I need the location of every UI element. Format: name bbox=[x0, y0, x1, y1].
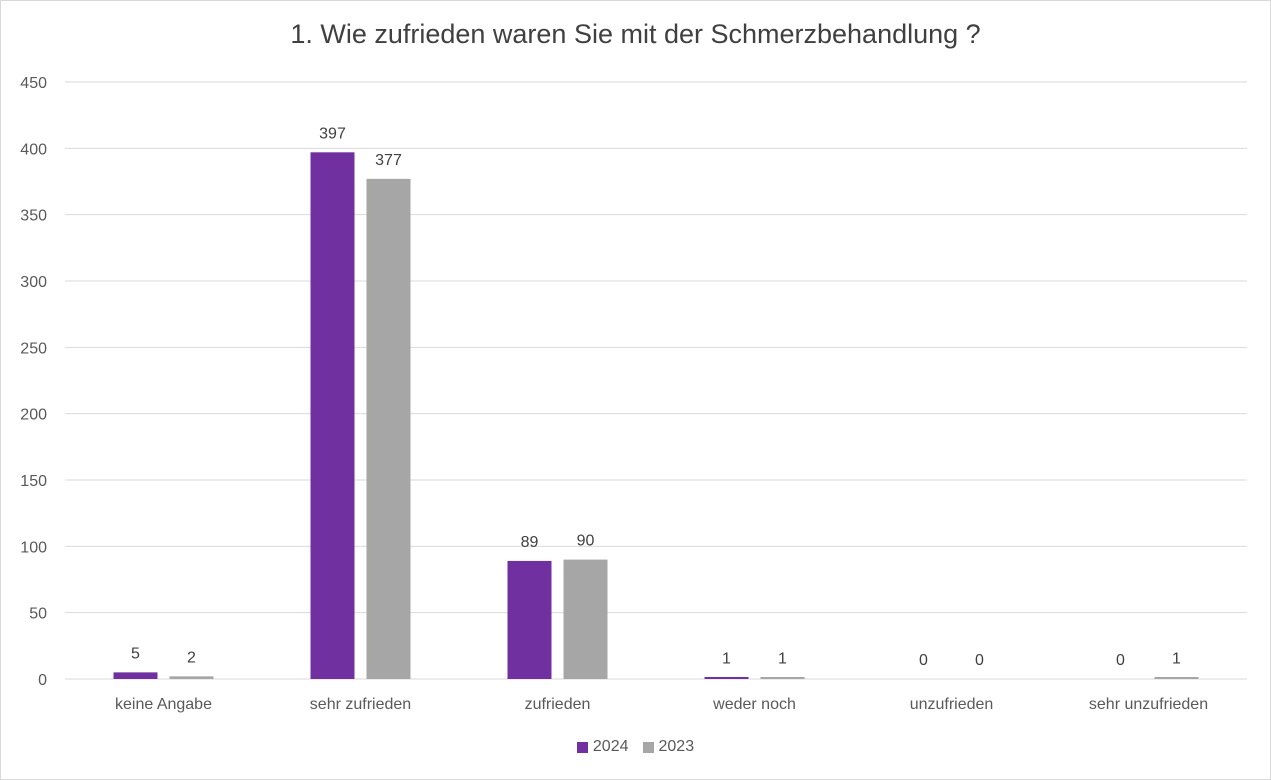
data-label: 0 bbox=[1116, 652, 1125, 669]
legend-label: 2024 bbox=[592, 738, 629, 755]
x-tick-label: sehr zufrieden bbox=[310, 696, 411, 713]
data-label: 0 bbox=[975, 652, 984, 669]
data-label: 397 bbox=[319, 125, 346, 142]
legend-item: 2023 bbox=[642, 738, 695, 756]
chart-legend: 2024 2023 bbox=[1, 738, 1270, 756]
y-tick-label: 0 bbox=[38, 672, 47, 689]
legend-item: 2024 bbox=[576, 738, 629, 756]
data-label: 377 bbox=[375, 152, 402, 169]
bar-2024 bbox=[507, 560, 552, 679]
data-label: 0 bbox=[919, 652, 928, 669]
legend-swatch bbox=[576, 741, 588, 753]
y-tick-label: 350 bbox=[20, 208, 47, 225]
bar-2023 bbox=[760, 677, 805, 679]
bar-2024 bbox=[310, 152, 355, 679]
y-tick-label: 100 bbox=[20, 539, 47, 556]
y-tick-label: 150 bbox=[20, 473, 47, 490]
chart-title: 1. Wie zufrieden waren Sie mit der Schme… bbox=[290, 19, 981, 49]
legend-label: 2023 bbox=[658, 738, 695, 755]
data-label: 2 bbox=[187, 649, 196, 666]
bar-2024 bbox=[113, 672, 158, 679]
data-label: 1 bbox=[1172, 651, 1181, 668]
data-label: 89 bbox=[521, 534, 539, 551]
bar-2023 bbox=[1154, 677, 1199, 679]
data-label: 90 bbox=[577, 533, 595, 550]
y-tick-label: 200 bbox=[20, 407, 47, 424]
x-tick-label: zufrieden bbox=[525, 696, 591, 713]
bar-2023 bbox=[366, 178, 411, 679]
bar-2023 bbox=[169, 676, 214, 679]
bar-2023 bbox=[563, 559, 608, 679]
y-tick-label: 450 bbox=[20, 75, 47, 92]
data-label: 1 bbox=[722, 651, 731, 668]
data-label: 5 bbox=[131, 645, 140, 662]
y-tick-label: 50 bbox=[29, 606, 47, 623]
x-tick-label: weder noch bbox=[712, 696, 796, 713]
x-tick-label: keine Angabe bbox=[115, 696, 212, 713]
y-tick-label: 400 bbox=[20, 141, 47, 158]
x-tick-label: unzufrieden bbox=[910, 696, 994, 713]
x-tick-label: sehr unzufrieden bbox=[1089, 696, 1208, 713]
y-tick-label: 300 bbox=[20, 274, 47, 291]
data-label: 1 bbox=[778, 651, 787, 668]
bar-2024 bbox=[704, 677, 749, 679]
legend-swatch bbox=[642, 741, 654, 753]
y-tick-label: 250 bbox=[20, 340, 47, 357]
